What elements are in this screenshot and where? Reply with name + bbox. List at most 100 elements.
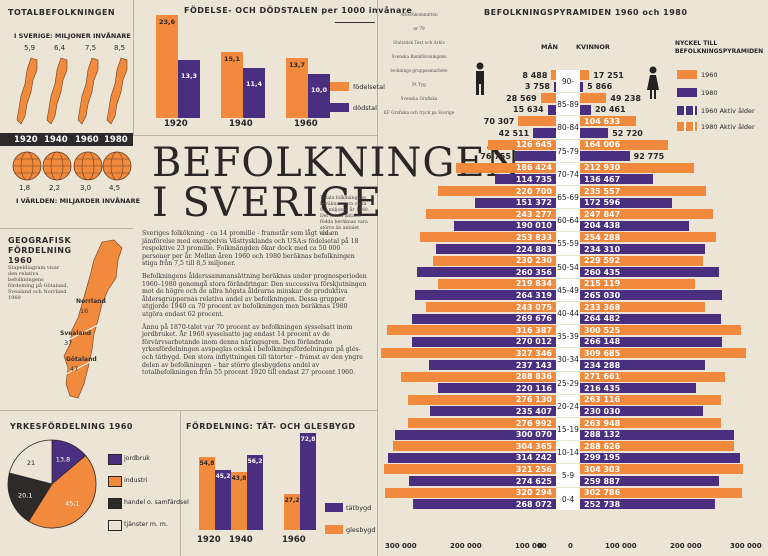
pyramid-value-men: 321 256: [515, 464, 552, 474]
pyramid-value-women: 234 310: [584, 244, 621, 254]
body-paragraph: Ännu på 1870-talet var 70 procent av bef…: [142, 323, 363, 377]
sparse-value: 27,2: [284, 496, 300, 504]
pyramid-bar-men: [407, 418, 556, 428]
age-label: 55-59: [557, 239, 579, 249]
pyramid-bar-women: [580, 93, 607, 104]
divider: [133, 0, 134, 135]
legend-dense-swatch: [325, 503, 343, 512]
geo-region-pct: 37: [64, 339, 73, 347]
geo-region-name: Svealand: [60, 330, 92, 337]
age-box: [556, 278, 580, 301]
divider: [0, 228, 133, 229]
dense-value: 72,8: [300, 435, 316, 443]
pyramid-value-men: 3 758: [524, 82, 550, 92]
pyramid-value-men: 15 634: [513, 105, 544, 115]
age-box: [556, 232, 580, 255]
pyramid-value-women: 212 930: [584, 163, 621, 173]
pyramid-bar-men: [454, 220, 556, 231]
pyramid-value-women: 234 288: [584, 360, 621, 370]
pyramid-value-women: 263 948: [584, 418, 621, 428]
pyramid-bar-men: [518, 116, 556, 127]
pyramid-value-women: 263 116: [584, 395, 621, 405]
age-label: 85-89: [557, 100, 579, 110]
men-label: MÄN: [541, 43, 558, 51]
urban-year: 1960: [282, 535, 306, 545]
legend-death-swatch: [327, 103, 349, 112]
occupation-swatch: [108, 454, 122, 465]
age-label: 5-9: [561, 471, 575, 481]
occupation-pie: 13,8 45,1 20,1 21: [7, 439, 97, 529]
pyramid-value-men: 320 294: [515, 488, 552, 498]
pyramid-value-women: 288 626: [584, 441, 621, 451]
pyramid-bar-women: [580, 487, 742, 498]
info-line: Svenska Bankföreningens: [391, 54, 447, 59]
death-value: 13,3: [180, 71, 198, 80]
age-label: 50-54: [557, 262, 579, 272]
pyramid-value-women: 215 119: [584, 279, 621, 289]
occupation-swatch: [108, 520, 122, 531]
pyramid-value-men: 288 836: [515, 372, 552, 382]
sparse-bar: [284, 493, 300, 530]
urban-year: 1920: [197, 535, 221, 545]
info-line: Statistisk Text och Arkiv: [393, 40, 445, 45]
pyramid-value-women: 49 238: [610, 93, 641, 103]
sweden-label: I SVERIGE: MILJONER INVÅNARE: [14, 32, 131, 40]
divider: [180, 410, 181, 556]
pyramid-bar-women: [580, 290, 722, 301]
legend-sparse: glesbygd: [346, 526, 376, 534]
geo-note: Stapeldiagram visar den relativa befolkn…: [8, 265, 69, 301]
total-year: 1920: [14, 135, 38, 145]
occupation-label: handel o. samfärdsel: [124, 499, 189, 506]
age-label: 15-19: [557, 425, 579, 434]
pyramid-bar-men: [386, 325, 556, 336]
legend-sparse-swatch: [325, 525, 343, 534]
pyramid-value-women: 304 303: [584, 464, 621, 474]
pyramid-value-women: 288 132: [584, 430, 621, 440]
intro-note: Totala folkmängden beräknas vara cirka 8…: [320, 196, 370, 237]
birth-year: 1960: [294, 119, 318, 129]
globe-icon: [42, 151, 72, 181]
age-box: [556, 302, 580, 325]
sweden-value: 7,5: [85, 44, 97, 52]
age-box: [556, 70, 580, 93]
pyramid-value-men: 304 365: [515, 441, 552, 451]
total-year: 1940: [44, 135, 68, 145]
pyramid-bar-men: [416, 267, 556, 278]
world-value: 2,2: [49, 184, 61, 192]
pyramid-bar-women: [580, 220, 690, 231]
pyramid-bar-men: [540, 93, 556, 104]
total-heading: TOTALBEFOLKNINGEN: [8, 8, 116, 17]
age-box: [556, 325, 580, 348]
occupation-label: jordbruk: [124, 455, 150, 462]
age-label: 10-14: [557, 448, 579, 458]
legend-title: NYCKEL TILL BEFOLKNINGSPYRAMIDEN: [675, 40, 764, 55]
pyramid-value-men: 243 277: [515, 209, 552, 219]
world-value: 3,0: [80, 184, 92, 192]
pyramid-bar-men: [412, 499, 556, 510]
divider: [377, 0, 378, 556]
age-box: [556, 139, 580, 162]
geo-region-name: Norrland: [76, 298, 106, 305]
age-box: [556, 162, 580, 185]
pyramid-value-men: 230 230: [515, 256, 552, 266]
divider: [133, 135, 377, 136]
info-line: KF Grafiska och tryck pa Sverige: [383, 110, 455, 115]
axis-label: 300 000: [385, 542, 417, 550]
birth-bar: [156, 14, 178, 118]
pyramid-value-men: 219 834: [515, 279, 552, 289]
age-label: 60-64: [557, 216, 579, 226]
pyramid-bar-women: [580, 255, 703, 266]
pyramid-bar-women: [580, 197, 673, 208]
sweden-value: 5,9: [24, 44, 36, 52]
pyramid-value-men: 243 075: [515, 302, 552, 312]
pyramid-value-women: 5 866: [587, 82, 613, 92]
birth-heading: FÖDELSE- OCH DÖDSTALEN per 1000 invånare: [184, 6, 413, 15]
legend-1960-active: 1960 Aktiv ålder: [701, 107, 755, 115]
age-box: [556, 418, 580, 441]
pyramid-bar-women: [580, 429, 735, 440]
pyramid-value-men: 28 569: [506, 93, 537, 103]
pyramid-bar-men: [438, 278, 556, 289]
pyramid-value-men: 327 346: [515, 348, 552, 358]
pyramid-bar-women: [580, 499, 716, 510]
